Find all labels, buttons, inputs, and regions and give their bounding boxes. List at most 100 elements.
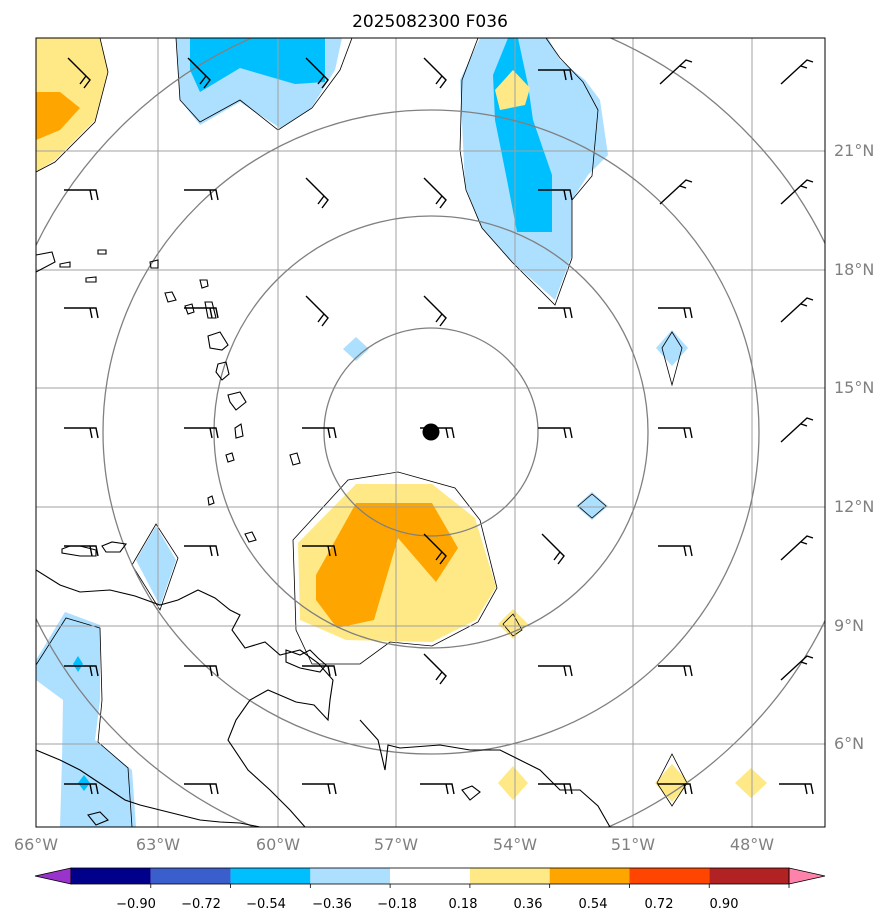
wind-barb [305, 57, 329, 89]
longitude-labels: 66°W 63°W 60°W 57°W 54°W 51°W 48°W [14, 835, 774, 854]
wind-barb [184, 665, 219, 677]
colorbar-swatch [549, 868, 630, 884]
lat-label: 18°N [834, 260, 874, 279]
coast-island-l [204, 301, 217, 319]
coast-hispaniola-edge [36, 251, 56, 273]
graticule [36, 38, 825, 827]
coast-island-p [97, 249, 107, 255]
coast-guianas [359, 719, 611, 827]
wind-barb [658, 427, 693, 439]
range-ring [213, 215, 649, 649]
lon-label: 60°W [256, 835, 300, 854]
coast-venezuela-west [36, 749, 261, 827]
colorbar-tick-label: 0.54 [579, 897, 608, 912]
wind-barb [302, 427, 337, 439]
storm-center-marker [422, 423, 440, 441]
latitude-labels: 6°N 9°N 12°N 15°N 18°N 21°N [834, 141, 874, 753]
wind-barb [423, 295, 447, 327]
wind-barb [780, 297, 814, 323]
coast-island-j [184, 303, 195, 315]
wind-barb [64, 545, 99, 557]
colorbar-tick-label: −0.72 [181, 897, 221, 912]
shade-lightblue-sw [36, 612, 136, 827]
lon-label: 57°W [374, 835, 418, 854]
wind-barb [423, 177, 447, 209]
coast-island-r [87, 811, 109, 826]
colorbar-swatch [469, 868, 550, 884]
colorbar-tick-label: −0.54 [246, 897, 286, 912]
wind-barb [780, 59, 814, 85]
colorbar-swatch [629, 868, 710, 884]
colorbar-tick-label: −0.18 [377, 897, 417, 912]
map-frame [35, 37, 826, 828]
wind-barb [538, 783, 573, 795]
wind-barb [64, 427, 99, 439]
wind-barb [538, 189, 573, 201]
wind-barb [780, 655, 814, 681]
wind-barb [538, 69, 573, 81]
contour-nw [36, 38, 109, 173]
contour-diamond-2 [661, 331, 683, 387]
shade-yellow-ne-small [495, 70, 530, 110]
coast-trinidad [285, 649, 327, 673]
wind-barb [658, 307, 693, 319]
shade-diamond-5 [498, 766, 528, 800]
colorbar-tick-labels: −0.90 −0.72 −0.54 −0.36 −0.18 0.18 0.36 … [116, 897, 738, 912]
wind-barb [64, 307, 99, 319]
wind-barb [658, 665, 693, 677]
map-title: 2025082300 F036 [352, 12, 508, 32]
lat-label: 6°N [834, 734, 864, 753]
wind-barb [780, 417, 814, 443]
coast-island-e [225, 452, 235, 463]
contour-top [175, 38, 353, 131]
shade-orange-center [316, 503, 458, 628]
wind-barb [538, 427, 573, 439]
coast-island-c [227, 391, 247, 411]
shade-diamond-3 [576, 492, 608, 520]
coast-vi-1 [101, 541, 127, 553]
colorbar-swatch [230, 868, 311, 884]
wind-barb [302, 783, 337, 795]
wind-barb [187, 57, 211, 89]
wind-barb [423, 533, 447, 565]
wind-barb [64, 783, 99, 795]
colorbar-swatch [71, 868, 151, 884]
coast-island-g [244, 531, 257, 543]
lon-label: 51°W [611, 835, 655, 854]
wind-barb [67, 57, 91, 89]
coast-island-n [85, 276, 97, 283]
wind-barb [302, 545, 337, 557]
colorbar-frame [70, 867, 790, 885]
lat-label: 21°N [834, 141, 874, 160]
coast-island-b [215, 361, 230, 381]
wind-barb [184, 783, 219, 795]
lon-label: 54°W [493, 835, 537, 854]
coast-island-d [234, 423, 244, 439]
colorbar-tick-label: −0.36 [312, 897, 352, 912]
colorbar [34, 867, 826, 888]
wind-barb [305, 295, 329, 327]
shade-lightblue-w1 [136, 526, 176, 606]
wind-barb [184, 307, 219, 319]
lon-label: 66°W [14, 835, 58, 854]
wind-barb [538, 665, 573, 677]
coast-island-q [461, 785, 481, 801]
colorbar-swatch [310, 868, 391, 884]
coast-island-o [59, 261, 71, 268]
contour-center [292, 471, 498, 665]
range-rings [36, 38, 825, 827]
shade-diamond-2 [656, 330, 688, 366]
coast-island-a [207, 331, 229, 351]
lon-label: 63°W [136, 835, 180, 854]
shade-cyan-sw-1 [73, 656, 83, 672]
wind-barb [541, 533, 565, 565]
colorbar-swatch [390, 868, 470, 884]
wind-barb [305, 177, 329, 209]
coast-island-m [149, 259, 159, 269]
map-area [36, 38, 825, 827]
range-ring [323, 327, 539, 537]
shade-diamond-1 [343, 337, 369, 361]
lat-label: 15°N [834, 378, 874, 397]
wind-barb [184, 427, 219, 439]
coast-island-f [289, 452, 301, 466]
